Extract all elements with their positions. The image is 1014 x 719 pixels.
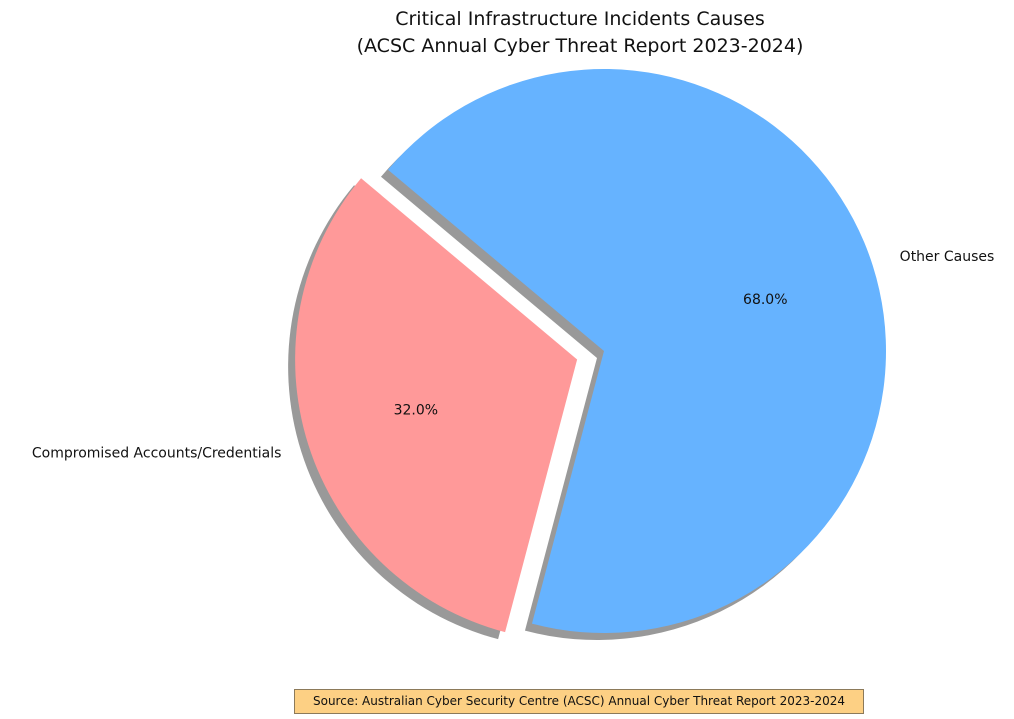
category-label: Other Causes xyxy=(900,249,995,265)
wedge xyxy=(295,178,578,633)
category-label: Compromised Accounts/Credentials xyxy=(32,445,282,461)
wedge xyxy=(387,69,886,633)
chart-title: Critical Infrastructure Incidents Causes… xyxy=(356,8,804,57)
value-label: 32.0% xyxy=(394,403,438,419)
value-label: 68.0% xyxy=(743,292,787,308)
source-note: Source: Australian Cyber Security Centre… xyxy=(294,689,864,714)
